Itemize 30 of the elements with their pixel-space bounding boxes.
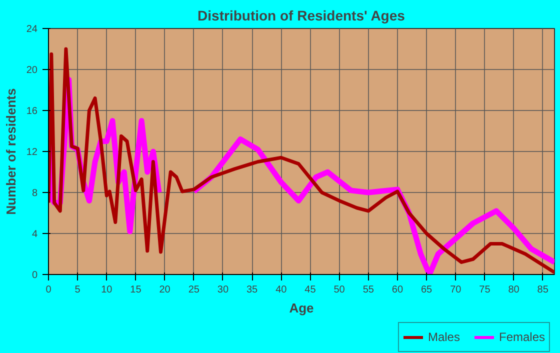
y-tick-label: 20	[26, 65, 38, 76]
x-tick-label: 0	[46, 284, 52, 296]
x-tick-label: 65	[420, 284, 433, 296]
x-tick-label: 85	[537, 284, 549, 296]
y-axis-title: Number of residents	[3, 88, 18, 215]
y-tick-label: 12	[26, 147, 38, 158]
x-tick-label: 20	[159, 284, 171, 296]
y-tick-label: 0	[32, 270, 38, 281]
y-tick-label: 8	[32, 188, 38, 199]
x-tick-label: 45	[304, 284, 316, 296]
x-tick-label: 40	[276, 284, 288, 296]
legend-label: Males	[428, 330, 460, 344]
x-tick-label: 70	[450, 284, 462, 296]
x-axis-title: Age	[289, 300, 314, 316]
y-tick-label: 24	[26, 24, 38, 35]
x-tick-label: 35	[246, 284, 258, 296]
x-tick-label: 55	[362, 284, 374, 296]
y-tick-label: 4	[32, 229, 38, 240]
x-tick-label: 25	[188, 284, 200, 296]
x-tick-label: 50	[334, 284, 346, 296]
x-tick-label: 75	[479, 284, 491, 296]
chart-title: Distribution of Residents' Ages	[198, 8, 406, 24]
x-tick-label: 15	[130, 284, 142, 296]
x-tick-label: 60	[392, 284, 404, 296]
legend-label: Females	[498, 330, 545, 344]
x-tick-label: 10	[101, 284, 113, 296]
y-tick-label: 16	[26, 106, 38, 117]
x-tick-label: 80	[508, 284, 520, 296]
x-tick-label: 5	[74, 284, 81, 296]
x-tick-label: 30	[217, 284, 229, 296]
